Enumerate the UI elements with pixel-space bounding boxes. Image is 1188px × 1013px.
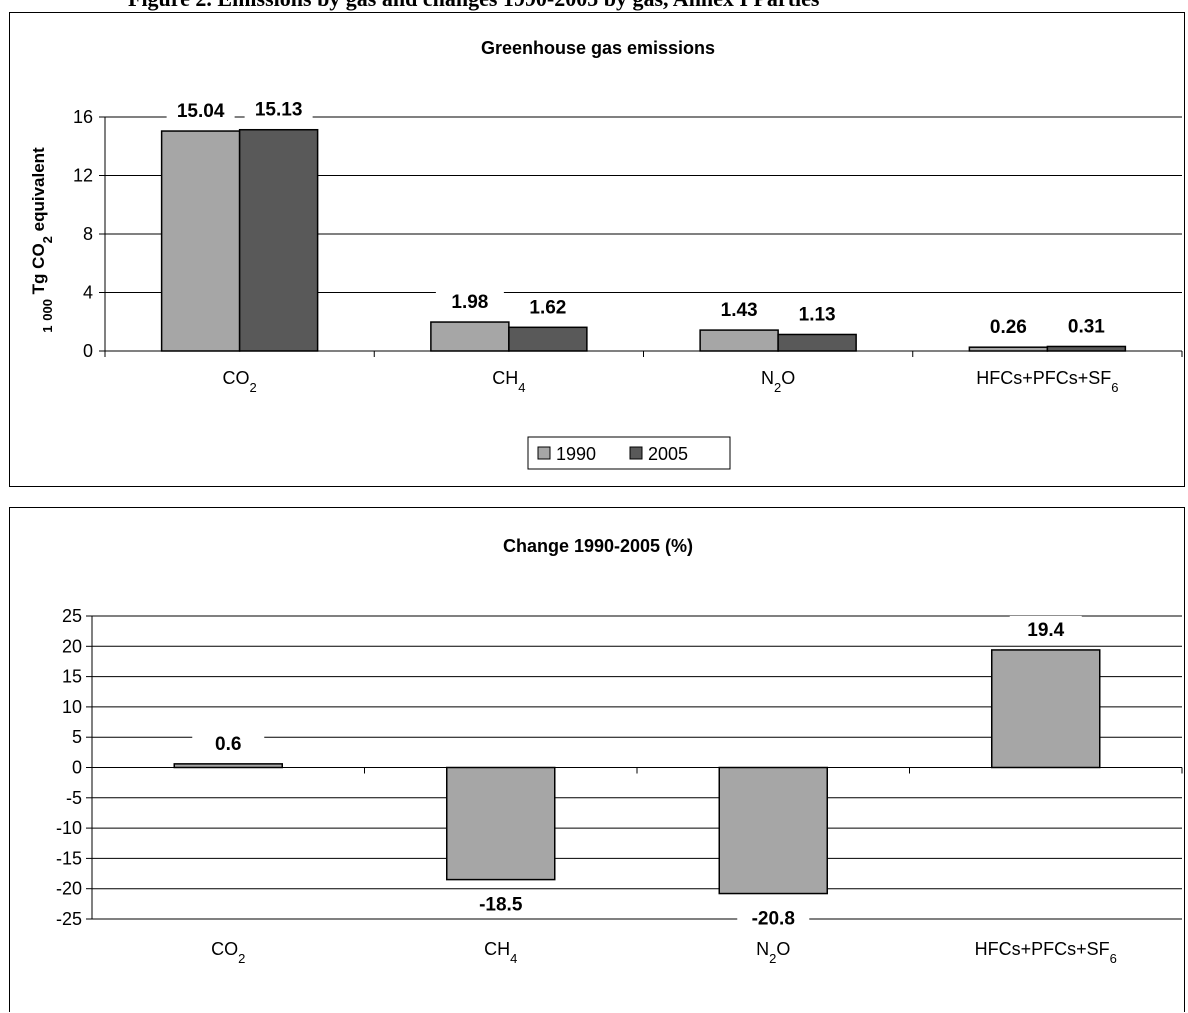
bar [991, 649, 1101, 769]
bar-1990 [968, 346, 1049, 352]
data-label: 19.4 [1027, 620, 1064, 641]
y-tick-label: 4 [83, 283, 93, 303]
change-chart-svg: Change 1990-2005 (%) -25 -20 -15 -10 -5 0 5 10 15… [56, 536, 1183, 966]
emissions-chart: Greenhouse gas emissions 0 4 8 12 16 1 000 Tg … [9, 12, 1185, 487]
data-label: 1.98 [451, 292, 488, 313]
y-tick-label: 0 [72, 758, 82, 778]
data-label: 15.13 [255, 100, 303, 121]
x-tick-label: HFCs+PFCs+SF6 [976, 368, 1118, 395]
y-tick-label: -15 [56, 848, 82, 868]
emissions-chart-svg: Greenhouse gas emissions 0 4 8 12 16 1 000 Tg … [29, 38, 1183, 470]
data-label: -20.8 [752, 909, 795, 930]
data-label: 0.26 [990, 317, 1027, 338]
x-tick-label: CO2 [211, 939, 245, 966]
data-label-bg [705, 296, 774, 324]
chart-title: Change 1990-2005 (%) [503, 536, 693, 556]
y-tick-label: 0 [83, 341, 93, 361]
y-tick-label: 25 [62, 606, 82, 626]
legend-box [527, 436, 731, 470]
data-label: -18.5 [479, 895, 523, 916]
figure-heading: Figure 2. Emissions by gas and changes 1… [0, 0, 1188, 36]
data-label-bg [192, 729, 265, 757]
x-tick-label: N2O [761, 368, 795, 395]
legend-label: 1990 [556, 444, 596, 464]
bar-1990 [160, 130, 241, 352]
data-label-bg [1052, 312, 1121, 340]
y-tick-label: -5 [66, 788, 82, 808]
data-label-bg [513, 293, 582, 321]
data-label-bg [166, 97, 235, 125]
x-tick-label: N2O [756, 939, 790, 966]
bar [173, 763, 283, 769]
y-tick-label: -20 [56, 879, 82, 899]
bar-2005 [777, 333, 857, 352]
data-label: 0.31 [1068, 316, 1105, 337]
y-tick-label: -10 [56, 818, 82, 838]
data-label-bg [464, 890, 537, 918]
data-label: 1.13 [799, 304, 836, 325]
data-label: 1.43 [721, 300, 758, 321]
x-tick-label: CH4 [492, 368, 525, 395]
data-label-bg [435, 288, 504, 316]
y-tick-label: -25 [56, 909, 82, 929]
bar [718, 766, 828, 895]
y-tick-label: 16 [73, 107, 93, 127]
data-label-bg [783, 300, 852, 328]
data-label: 15.04 [177, 101, 225, 122]
bar-2005 [238, 128, 319, 352]
bar [446, 766, 556, 881]
chart-title: Greenhouse gas emissions [481, 38, 715, 58]
bar-1990 [699, 329, 779, 352]
data-label-bg [974, 313, 1043, 341]
y-tick-label: 5 [72, 727, 82, 747]
legend-swatch-1990 [537, 446, 551, 460]
x-tick-label: CH4 [484, 939, 517, 966]
y-tick-label: 20 [62, 636, 82, 656]
data-label-bg [737, 904, 810, 932]
legend-swatch-2005 [629, 446, 643, 460]
x-tick-label: CO2 [223, 368, 257, 395]
y-axis-label: 1 000 Tg CO2 equivalent [29, 147, 55, 333]
y-tick-label: 8 [83, 224, 93, 244]
bar-2005 [508, 326, 588, 352]
data-label-bg [1009, 615, 1082, 643]
bar-1990 [430, 321, 510, 352]
data-label: 0.6 [215, 734, 241, 755]
bar-2005 [1046, 345, 1127, 352]
y-tick-label: 12 [73, 166, 93, 186]
data-label-bg [244, 95, 313, 123]
x-tick-label: HFCs+PFCs+SF6 [975, 939, 1117, 966]
y-tick-label: 10 [62, 697, 82, 717]
change-chart: Change 1990-2005 (%) -25 -20 -15 -10 -5 0 5 10 15… [9, 507, 1185, 1012]
legend-label: 2005 [648, 444, 688, 464]
y-tick-label: 15 [62, 667, 82, 687]
figure-heading-text: Figure 2. Emissions by gas and changes 1… [128, 0, 819, 12]
data-label: 1.62 [529, 297, 566, 318]
